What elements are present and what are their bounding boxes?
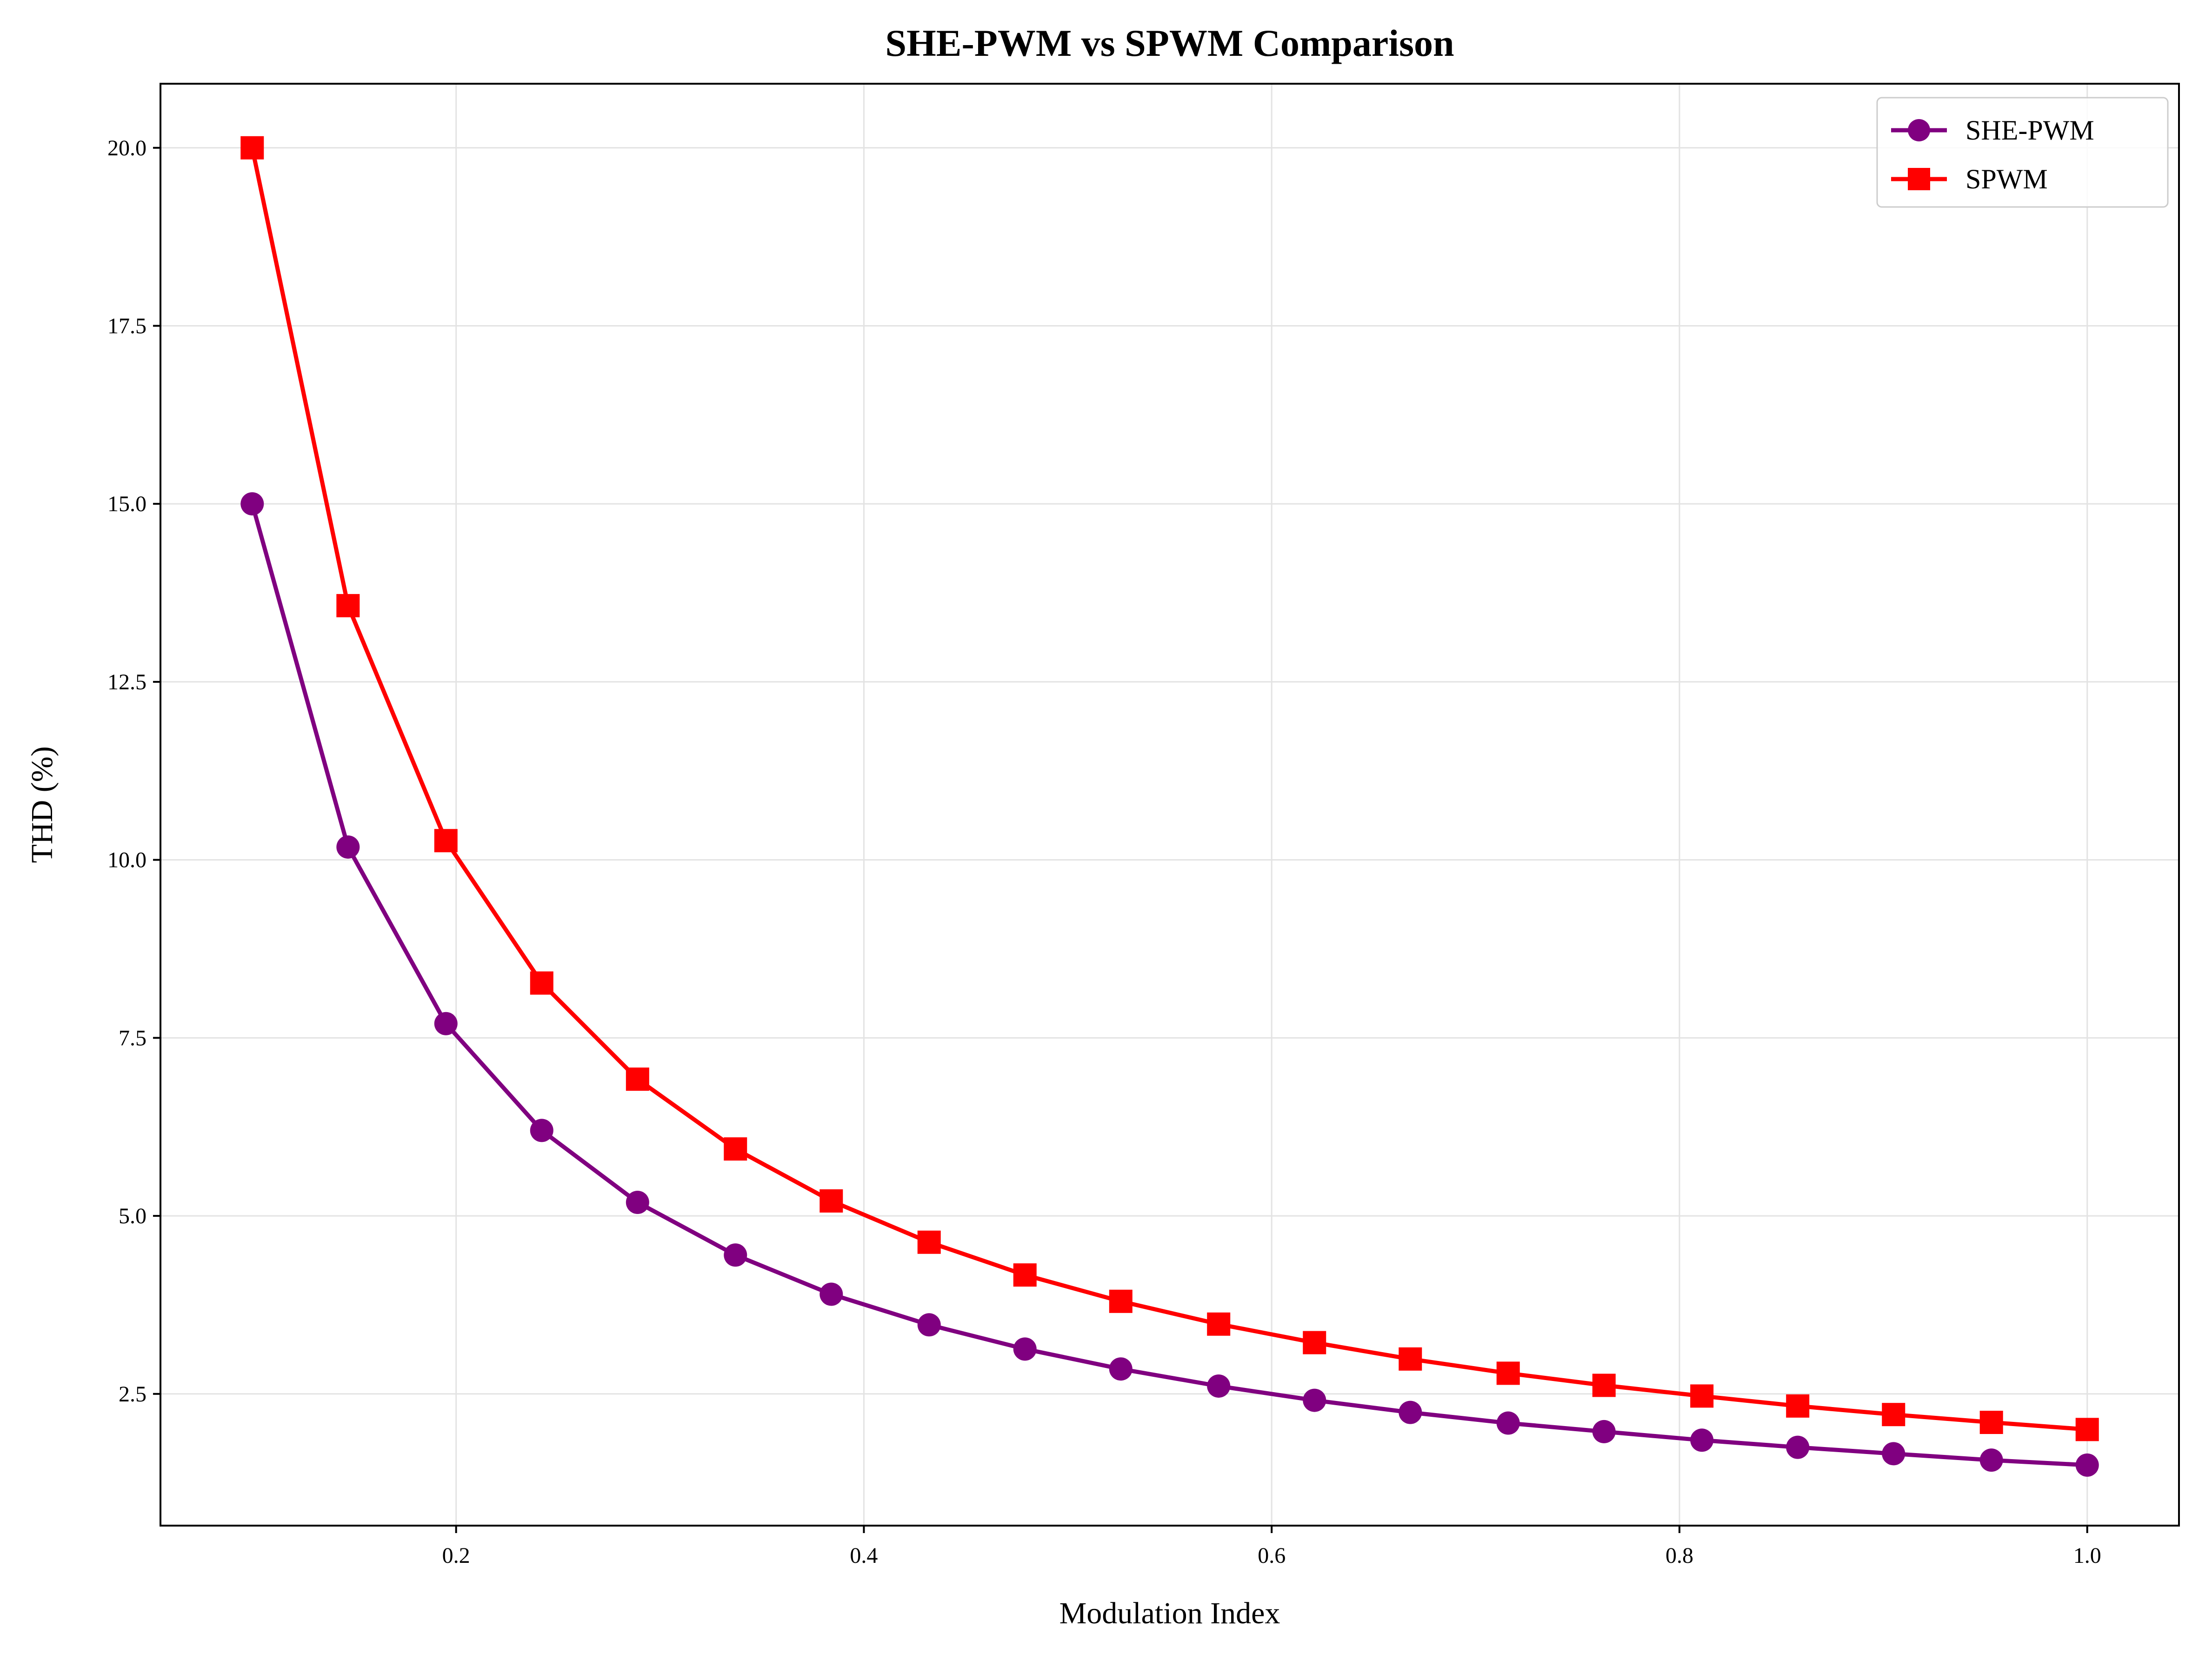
y-tick-label: 17.5 xyxy=(107,313,147,338)
y-tick-label: 12.5 xyxy=(107,670,147,694)
grid xyxy=(160,84,2179,1526)
data-point-spwm xyxy=(1399,1347,1422,1371)
plot-frame xyxy=(160,83,2180,1527)
series-line-spwm xyxy=(250,147,2088,1432)
data-point-spwm xyxy=(724,1137,747,1161)
data-point-she-pwm xyxy=(1979,1448,2003,1472)
series-line-she-pwm xyxy=(250,503,2087,1467)
data-point-she-pwm xyxy=(1690,1428,1714,1452)
data-point-spwm xyxy=(1303,1331,1326,1354)
data-point-spwm xyxy=(1013,1263,1037,1287)
legend-box xyxy=(1876,97,2169,208)
legend-item-she-pwm: SHE-PWM xyxy=(1891,115,2094,146)
y-tick-label: 20.0 xyxy=(107,136,147,160)
data-point-spwm xyxy=(1592,1374,1616,1397)
data-point-spwm xyxy=(1109,1289,1133,1313)
data-point-she-pwm xyxy=(1207,1374,1231,1398)
data-point-spwm xyxy=(530,971,553,995)
chart-title: SHE-PWM vs SPWM Comparison xyxy=(885,22,1454,64)
x-tick-label: 1.0 xyxy=(2073,1543,2101,1568)
y-tick-label: 10.0 xyxy=(107,848,147,873)
data-point-she-pwm xyxy=(2075,1453,2099,1477)
x-tick-label: 0.6 xyxy=(1258,1543,1286,1568)
data-point-spwm xyxy=(820,1189,843,1213)
legend-item-spwm: SPWM xyxy=(1891,164,2048,194)
data-point-she-pwm xyxy=(336,835,360,859)
data-point-spwm xyxy=(917,1230,941,1254)
data-point-she-pwm xyxy=(1013,1337,1037,1361)
y-tick-label: 5.0 xyxy=(119,1204,147,1228)
data-point-she-pwm xyxy=(1592,1420,1616,1443)
series-she-pwm xyxy=(240,492,2099,1477)
data-point-spwm xyxy=(336,594,360,618)
data-point-spwm xyxy=(1786,1394,1810,1418)
data-point-she-pwm xyxy=(530,1119,553,1142)
data-point-she-pwm xyxy=(626,1190,649,1214)
data-point-she-pwm xyxy=(1303,1388,1326,1412)
x-tick-label: 0.4 xyxy=(850,1543,878,1568)
legend-label-spwm: SPWM xyxy=(1965,164,2048,194)
data-point-spwm xyxy=(1207,1312,1231,1336)
data-point-she-pwm xyxy=(917,1313,941,1337)
legend-label-she-pwm: SHE-PWM xyxy=(1965,115,2094,146)
y-tick-label: 15.0 xyxy=(107,492,147,516)
data-point-she-pwm xyxy=(1882,1442,1906,1466)
data-point-she-pwm xyxy=(724,1243,747,1267)
x-tick-label: 0.8 xyxy=(1666,1543,1693,1568)
axis-ticks: 0.2 0.4 0.6 0.8 1.0 2.5 5.0 7.5 10.0 12.5 15.0 17.5… xyxy=(107,136,2101,1568)
data-point-spwm xyxy=(1690,1384,1714,1408)
data-point-spwm xyxy=(2075,1418,2099,1441)
data-point-spwm xyxy=(1882,1403,1906,1427)
data-point-she-pwm xyxy=(1496,1411,1520,1435)
series-layer xyxy=(240,136,2099,1477)
series-spwm xyxy=(240,136,2099,1441)
data-point-spwm xyxy=(1979,1411,2003,1434)
legend-marker-she-pwm xyxy=(1908,119,1930,141)
data-point-she-pwm xyxy=(434,1012,458,1035)
legend: SHE-PWM SPWM xyxy=(1876,97,2169,208)
data-point-she-pwm xyxy=(1109,1357,1133,1381)
data-point-she-pwm xyxy=(1786,1435,1810,1459)
data-point-spwm xyxy=(626,1067,649,1091)
data-point-she-pwm xyxy=(240,492,264,516)
data-point-she-pwm xyxy=(1399,1401,1422,1424)
data-point-she-pwm xyxy=(820,1282,843,1306)
data-point-spwm xyxy=(434,829,458,853)
x-axis-label: Modulation Index xyxy=(1059,1596,1280,1630)
data-point-spwm xyxy=(240,136,264,160)
x-tick-label: 0.2 xyxy=(442,1543,470,1568)
y-tick-label: 7.5 xyxy=(119,1026,147,1050)
data-point-spwm xyxy=(1496,1361,1520,1385)
y-tick-label: 2.5 xyxy=(119,1382,147,1407)
y-axis-label: THD (%) xyxy=(25,746,59,863)
legend-marker-spwm xyxy=(1908,168,1930,190)
